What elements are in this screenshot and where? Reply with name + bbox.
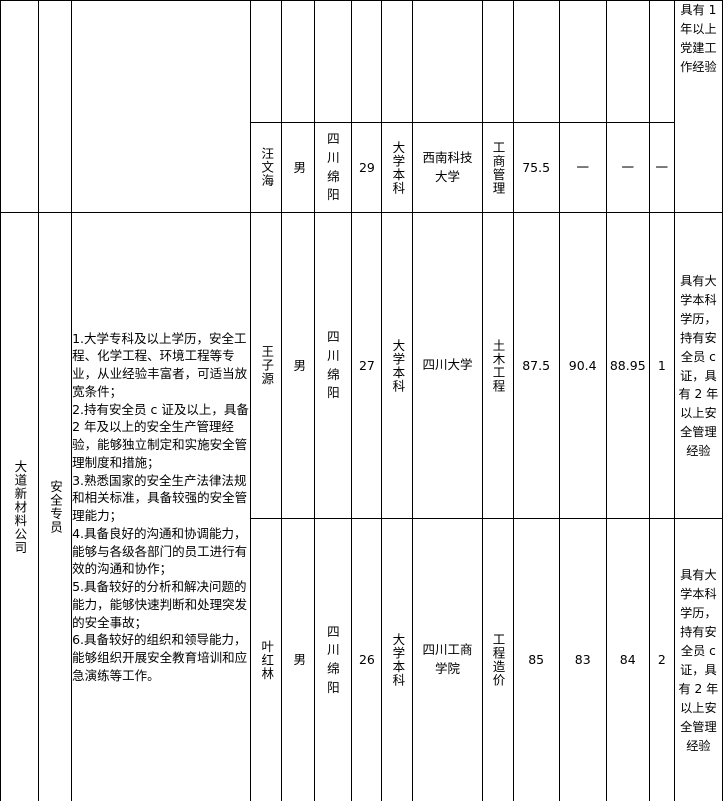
gender-text-1: 男 <box>291 358 307 373</box>
cell-company: 大道新材料公司 <box>0 212 40 801</box>
cell-education-0: 大学本科 <box>381 122 414 213</box>
cell-remark-2: 具有大学本科学历，持有安全员 c 证，具有 2 年以上安全管理经验 <box>673 518 723 801</box>
hometown-text-2: 四川绵阳 <box>327 623 340 695</box>
cell-major-1: 土木工程 <box>481 212 514 519</box>
cell-school-0: 西南科技大学 <box>412 122 483 213</box>
cell-requirements: 1.大学专科及以上学历，安全工程、化学工程、环境工程等专业，从业经验丰富者，可适… <box>71 212 252 801</box>
cell-gender-2: 男 <box>281 518 316 801</box>
cell-position-prev <box>38 0 73 213</box>
table-row: 大道新材料公司 安全专员 1.大学专科及以上学历，安全工程、化学工程、环境工程等… <box>0 212 723 801</box>
remark-text-prev: 具有 1 年以上党建工作经验 <box>680 3 717 74</box>
cell-name-0: 汪文海 <box>250 122 283 213</box>
cell-score2-prev <box>558 0 607 123</box>
cell-score2-1: 90.4 <box>558 212 607 519</box>
table-row: 汪文海 男 四川绵阳 29 大学本科 西南科技大学 工商管理 75.5 一 一 … <box>1 122 723 213</box>
table-row: 具有 1 年以上党建工作经验 <box>0 0 723 213</box>
cell-school-prev <box>412 0 483 123</box>
cell-total-1: 88.95 <box>605 212 650 519</box>
hometown-text-1: 四川绵阳 <box>327 329 340 401</box>
cell-hometown-2: 四川绵阳 <box>314 518 353 801</box>
cell-education-2: 大学本科 <box>381 518 414 801</box>
cell-rank-2: 2 <box>648 518 675 801</box>
remark-text-2: 具有大学本科学历，持有安全员 c 证，具有 2 年以上安全管理经验 <box>678 568 719 753</box>
cell-requirements-prev <box>71 0 252 213</box>
cell-rank-0: 一 <box>648 122 675 213</box>
cell-education-prev <box>381 0 414 123</box>
school-text-2: 四川工商学院 <box>422 642 473 676</box>
cell-major-2: 工程造价 <box>481 518 514 801</box>
cell-rank-prev <box>648 0 675 123</box>
cell-score1-prev <box>512 0 560 123</box>
name-text-0: 汪文海 <box>259 147 275 188</box>
cell-total-2: 84 <box>605 518 650 801</box>
cell-company-prev <box>0 0 40 213</box>
cell-age-2: 26 <box>351 518 383 801</box>
cell-age-prev <box>351 0 383 123</box>
major-text-0: 工商管理 <box>490 140 506 195</box>
cell-position: 安全专员 <box>38 212 73 801</box>
cell-score1-1: 87.5 <box>512 212 560 519</box>
education-text-0: 大学本科 <box>390 140 406 195</box>
school-text-1: 四川大学 <box>422 357 473 373</box>
cell-score1-2: 85 <box>512 518 560 801</box>
gender-text-0: 男 <box>291 160 307 175</box>
remark-text-1: 具有大学本科学历，持有安全员 c 证，具有 2 年以上安全管理经验 <box>678 273 719 459</box>
school-text-0: 西南科技大学 <box>422 149 473 184</box>
name-text-2: 叶红林 <box>259 639 275 681</box>
major-text-2: 工程造价 <box>490 633 506 687</box>
cell-rank-1: 1 <box>648 212 675 519</box>
cell-score2-2: 83 <box>558 518 607 801</box>
gender-text-2: 男 <box>291 653 307 667</box>
cell-major-prev <box>481 0 514 123</box>
cell-age-0: 29 <box>351 122 383 213</box>
name-text-1: 王子源 <box>259 345 275 386</box>
hometown-text-0: 四川绵阳 <box>327 131 340 203</box>
education-text-1: 大学本科 <box>390 338 406 393</box>
cell-score1-0: 75.5 <box>512 122 560 213</box>
cell-hometown-0: 四川绵阳 <box>314 122 353 213</box>
cell-total-prev <box>605 0 650 123</box>
cell-gender-1: 男 <box>281 212 316 519</box>
education-text-2: 大学本科 <box>390 633 406 687</box>
cell-name-prev <box>250 0 283 123</box>
cell-name-1: 王子源 <box>250 212 283 519</box>
cell-education-1: 大学本科 <box>381 212 414 519</box>
cell-hometown-prev <box>314 0 353 123</box>
requirements-text: 1.大学专科及以上学历，安全工程、化学工程、环境工程等专业，从业经验丰富者，可适… <box>72 330 249 683</box>
cell-remark-1: 具有大学本科学历，持有安全员 c 证，具有 2 年以上安全管理经验 <box>673 212 723 519</box>
cell-hometown-1: 四川绵阳 <box>314 212 353 519</box>
company-text: 大道新材料公司 <box>12 459 28 555</box>
cell-gender-prev <box>281 0 316 123</box>
cell-name-2: 叶红林 <box>250 518 283 801</box>
cell-score2-0: 一 <box>558 122 607 213</box>
cell-school-1: 四川大学 <box>412 212 483 519</box>
cell-gender-0: 男 <box>281 122 316 213</box>
table-row: 叶红林 男 四川绵阳 26 大学本科 四川工商学院 工程造价 85 83 84 … <box>1 518 723 801</box>
cell-school-2: 四川工商学院 <box>412 518 483 801</box>
cell-age-1: 27 <box>351 212 383 519</box>
cell-remark-prev: 具有 1 年以上党建工作经验 <box>673 0 723 213</box>
cell-total-0: 一 <box>605 122 650 213</box>
cell-major-0: 工商管理 <box>481 122 514 213</box>
position-text: 安全专员 <box>47 480 63 534</box>
major-text-1: 土木工程 <box>490 338 506 393</box>
